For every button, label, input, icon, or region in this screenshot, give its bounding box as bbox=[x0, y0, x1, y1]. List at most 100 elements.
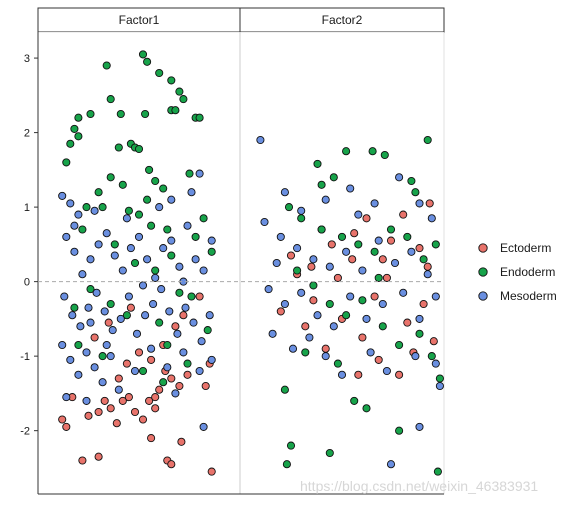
point-endoderm-p1 bbox=[98, 203, 107, 212]
y-axis-ticks: -2 -1 0 1 2 3 bbox=[20, 53, 38, 438]
point-endoderm-p2 bbox=[309, 281, 318, 290]
point-mesoderm-p1 bbox=[114, 385, 123, 394]
point-mesoderm-p2 bbox=[362, 314, 371, 323]
point-endoderm-p1 bbox=[183, 359, 192, 368]
point-mesoderm-p1 bbox=[163, 363, 172, 372]
point-mesoderm-p2 bbox=[431, 359, 440, 368]
point-mesoderm-p1 bbox=[159, 244, 168, 253]
point-endoderm-p2 bbox=[293, 266, 302, 275]
point-endoderm-p1 bbox=[199, 214, 208, 223]
point-endoderm-p1 bbox=[122, 311, 131, 320]
point-mesoderm-p1 bbox=[86, 318, 95, 327]
point-mesoderm-p2 bbox=[407, 247, 416, 256]
point-ectoderm-p1 bbox=[195, 292, 204, 301]
point-ectoderm-p1 bbox=[78, 456, 87, 465]
point-mesoderm-p2 bbox=[337, 370, 347, 379]
point-ectoderm-p1 bbox=[138, 415, 148, 424]
point-endoderm-p2 bbox=[354, 240, 363, 249]
point-mesoderm-p2 bbox=[313, 311, 322, 320]
point-ectoderm-p2 bbox=[350, 229, 359, 238]
point-ectoderm-p1 bbox=[177, 437, 186, 446]
point-mesoderm-p2 bbox=[378, 299, 387, 309]
point-mesoderm-p2 bbox=[411, 352, 420, 361]
point-endoderm-p2 bbox=[431, 240, 440, 249]
point-endoderm-p2 bbox=[325, 448, 334, 458]
panel-1-strip bbox=[37, 7, 241, 33]
point-ectoderm-p1 bbox=[124, 393, 133, 402]
point-endoderm-p1 bbox=[116, 109, 125, 119]
point-endoderm-p1 bbox=[143, 57, 152, 66]
point-mesoderm-p1 bbox=[102, 229, 111, 238]
point-mesoderm-p1 bbox=[167, 195, 176, 204]
point-mesoderm-p2 bbox=[395, 173, 404, 182]
point-endoderm-p2 bbox=[395, 426, 404, 435]
point-mesoderm-p2 bbox=[390, 258, 400, 268]
point-mesoderm-p1 bbox=[134, 232, 144, 241]
point-mesoderm-p1 bbox=[124, 292, 133, 301]
point-ectoderm-p2 bbox=[382, 273, 391, 282]
point-ectoderm-p1 bbox=[201, 381, 210, 391]
point-ectoderm-p1 bbox=[179, 311, 188, 320]
point-ectoderm-p1 bbox=[62, 422, 71, 431]
point-mesoderm-p2 bbox=[374, 236, 383, 245]
point-ectoderm-p1 bbox=[145, 396, 154, 405]
point-mesoderm-p1 bbox=[199, 266, 208, 275]
point-endoderm-p1 bbox=[141, 109, 150, 119]
point-ectoderm-p1 bbox=[167, 374, 176, 383]
point-mesoderm-p2 bbox=[415, 199, 424, 208]
point-endoderm-p2 bbox=[411, 188, 420, 197]
point-endoderm-p1 bbox=[74, 132, 83, 141]
point-mesoderm-p1 bbox=[141, 311, 150, 320]
point-mesoderm-p1 bbox=[90, 206, 99, 215]
point-mesoderm-p1 bbox=[78, 270, 87, 279]
point-mesoderm-p2 bbox=[256, 135, 265, 145]
point-mesoderm-p2 bbox=[366, 348, 375, 357]
point-mesoderm-p2 bbox=[427, 214, 436, 223]
point-endoderm-p1 bbox=[191, 232, 200, 241]
point-endoderm-p2 bbox=[380, 150, 389, 160]
panel-2-points bbox=[256, 135, 444, 476]
y-tick-label: -2 bbox=[20, 426, 30, 438]
point-mesoderm-p2 bbox=[264, 285, 273, 294]
point-ectoderm-p1 bbox=[175, 381, 184, 391]
point-mesoderm-p1 bbox=[181, 303, 190, 312]
point-ectoderm-p1 bbox=[90, 333, 99, 342]
legend: Ectoderm Endoderm Mesoderm bbox=[478, 241, 557, 303]
point-mesoderm-p1 bbox=[143, 255, 152, 264]
point-mesoderm-p1 bbox=[84, 303, 93, 312]
point-endoderm-p2 bbox=[362, 404, 371, 413]
point-mesoderm-p1 bbox=[195, 366, 204, 376]
point-endoderm-p1 bbox=[167, 76, 176, 85]
point-endoderm-p1 bbox=[124, 206, 133, 215]
point-endoderm-p2 bbox=[342, 311, 351, 320]
point-endoderm-p1 bbox=[106, 173, 115, 182]
point-endoderm-p1 bbox=[195, 113, 204, 122]
point-mesoderm-p1 bbox=[167, 236, 176, 245]
point-endoderm-p1 bbox=[159, 184, 168, 193]
point-endoderm-p1 bbox=[86, 109, 95, 119]
point-ectoderm-p1 bbox=[118, 396, 127, 405]
point-endoderm-p1 bbox=[151, 266, 160, 275]
point-ectoderm-p1 bbox=[94, 452, 103, 461]
point-endoderm-p1 bbox=[179, 95, 188, 104]
legend-label-ectoderm: Ectoderm bbox=[500, 241, 551, 255]
point-endoderm-p1 bbox=[94, 188, 103, 197]
legend-key-mesoderm bbox=[478, 291, 488, 301]
point-mesoderm-p1 bbox=[60, 292, 69, 301]
point-mesoderm-p1 bbox=[132, 329, 142, 338]
watermark-text: https://blog.csdn.net/weixin_46383931 bbox=[300, 478, 539, 494]
panel-2: Factor2 bbox=[239, 7, 445, 495]
point-ectoderm-p1 bbox=[147, 434, 156, 443]
point-mesoderm-p1 bbox=[66, 199, 75, 208]
point-mesoderm-p1 bbox=[151, 273, 160, 282]
point-endoderm-p1 bbox=[118, 180, 127, 189]
point-ectoderm-p2 bbox=[333, 273, 342, 282]
panel-2-strip-label: Factor2 bbox=[322, 13, 363, 27]
point-mesoderm-p2 bbox=[260, 217, 269, 227]
panel-2-frame bbox=[239, 31, 445, 495]
point-mesoderm-p1 bbox=[108, 326, 117, 335]
legend-label-endoderm: Endoderm bbox=[500, 265, 555, 279]
point-endoderm-p2 bbox=[374, 273, 383, 282]
point-mesoderm-p1 bbox=[118, 266, 127, 275]
